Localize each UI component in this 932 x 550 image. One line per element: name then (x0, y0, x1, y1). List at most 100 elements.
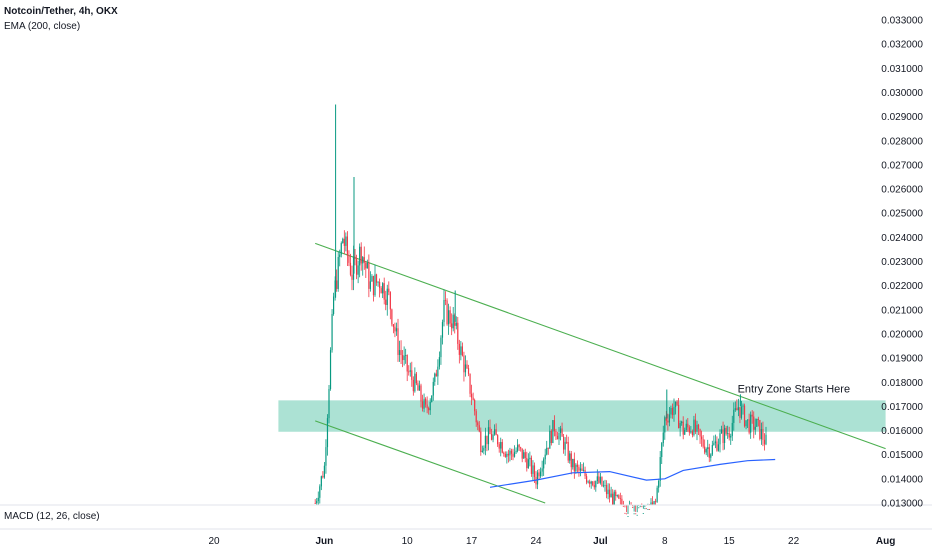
candle-body (466, 364, 468, 369)
candle-body (414, 373, 416, 392)
candle-body (325, 447, 327, 466)
trendline-layer (315, 242, 886, 504)
price-tick-label: 0.032000 (881, 40, 923, 51)
candle-body (438, 357, 440, 367)
candle-body (645, 508, 647, 510)
candle-body (398, 350, 401, 355)
trendline (315, 242, 886, 450)
candle-body (638, 507, 640, 509)
candle-body (543, 459, 545, 469)
candle-body (460, 346, 462, 355)
candle-body (596, 476, 598, 482)
candle-body (441, 322, 444, 338)
price-axis[interactable]: 0.033000 0.032000 0.031000 0.030000 0.029000… (881, 16, 923, 510)
candle-body (563, 436, 565, 450)
candle-body (477, 422, 479, 426)
candle-body (506, 453, 508, 457)
entry-zone-annotation: Entry Zone Starts Here (738, 383, 851, 395)
candle-body (602, 485, 605, 487)
candle-body (566, 441, 568, 443)
candle-body (740, 406, 743, 418)
candle-body (331, 313, 333, 351)
candle-body (699, 429, 701, 437)
candle-body (532, 465, 534, 474)
candle-body (408, 371, 410, 373)
candle-body (357, 265, 359, 275)
candle-body (581, 468, 583, 471)
candle-body (403, 355, 405, 361)
candle-body (667, 420, 669, 423)
candle-body (469, 373, 471, 394)
ema-legend[interactable]: EMA (200, close) (4, 21, 81, 32)
candle-body (540, 471, 542, 477)
candle-body (613, 491, 615, 505)
price-tick-label: 0.022000 (881, 281, 923, 292)
candle-body (569, 453, 571, 461)
time-axis[interactable]: 20 Jun 10 17 24 Jul 8 15 22 Aug (208, 536, 895, 547)
candle-body (354, 256, 356, 259)
macd-legend[interactable]: MACD (12, 26, close) (4, 511, 100, 522)
candle-body (326, 418, 329, 448)
candle-body (520, 447, 522, 449)
candle-body (391, 309, 393, 325)
candle-body (495, 429, 497, 436)
candle-body (535, 477, 537, 485)
candle-body (736, 408, 738, 411)
candle-body (449, 310, 451, 324)
candle-body (541, 468, 543, 472)
candle-body (529, 457, 531, 460)
time-tick-label: Jun (316, 536, 334, 547)
candle-body (392, 324, 394, 327)
candle-body (648, 509, 651, 510)
price-tick-label: 0.015000 (881, 450, 923, 461)
candle-body (651, 502, 654, 505)
price-tick-label: 0.030000 (881, 88, 923, 99)
candle-body (587, 481, 589, 483)
candle-body (369, 281, 371, 289)
candle-body (448, 310, 450, 325)
price-tick-label: 0.013000 (881, 499, 923, 510)
candle-body (432, 381, 434, 396)
candle-body (734, 408, 736, 410)
candle-body (759, 420, 761, 439)
candle-body (428, 408, 430, 411)
candle-body (452, 314, 454, 329)
candle-body (724, 427, 726, 443)
candle-body (681, 421, 683, 424)
candle-body (615, 491, 617, 497)
candle-body (546, 447, 548, 455)
candle-body (633, 513, 635, 515)
candle-body (320, 476, 322, 487)
candle-body (632, 507, 634, 508)
candle-body (639, 506, 641, 508)
time-tick-label: Aug (876, 536, 895, 547)
candle-body (688, 427, 690, 433)
candle-body (346, 236, 348, 256)
candle-body (739, 407, 741, 418)
candle-body (518, 444, 520, 448)
candle-body (605, 484, 608, 495)
candle-body (523, 452, 525, 459)
candle-body (678, 404, 680, 429)
candle-body (504, 454, 506, 457)
candle-body (509, 450, 511, 456)
candle-body (489, 427, 491, 435)
candle-body (533, 465, 536, 478)
candle-body (397, 328, 399, 355)
candle-body (429, 401, 431, 411)
candle-body (661, 443, 663, 458)
candle-body (517, 444, 519, 451)
candle-body (536, 472, 539, 485)
candle-body (363, 257, 365, 263)
candle-body (627, 516, 629, 517)
symbol-title[interactable]: Notcoin/Tether, 4h, OKX (4, 6, 118, 17)
candle-body (658, 480, 660, 488)
price-tick-label: 0.023000 (881, 257, 923, 268)
candle-body (662, 432, 664, 444)
price-tick-label: 0.029000 (881, 112, 923, 123)
candle-body (693, 419, 695, 435)
candle-body (380, 288, 382, 294)
candles-layer (314, 104, 767, 517)
candle-body (443, 299, 445, 323)
